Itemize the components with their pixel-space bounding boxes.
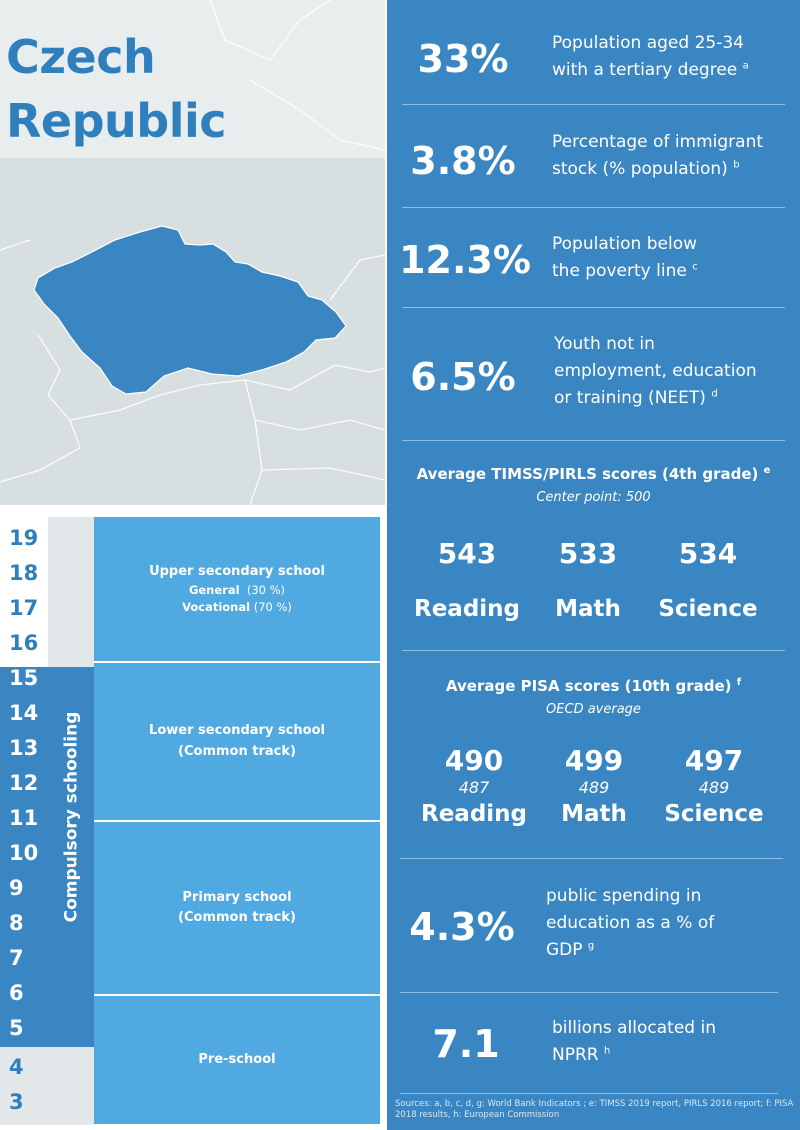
age-label: 11 [9,806,39,830]
age-label: 10 [9,841,39,865]
score-label: Science [658,596,758,622]
stat-description: Population aged 25-34 with a tertiary de… [552,33,749,81]
stat-description: public spending in education as a % of G… [546,886,715,961]
stat-value: 7.1 [432,1022,500,1066]
oecd-average: 489 [698,778,730,797]
age-label: 4 [9,1055,24,1079]
stat-description: Percentage of immigrant stock (% populat… [552,132,764,180]
age-label: 8 [9,911,24,935]
age-label: 6 [9,981,24,1005]
stat-value: 3.8% [410,139,516,183]
age-label: 19 [9,526,39,550]
oecd-average: 487 [458,778,490,797]
score-value: 490 [444,744,504,777]
score-label: Reading [420,801,527,827]
lower-secondary-name: Lower secondary school [149,723,325,739]
statistics-panel: 33% Population aged 25-34 with a tertiar… [387,0,800,1130]
score-label: Reading [413,596,520,622]
timss-heading: Average TIMSS/PIRLS scores (4th grade) e [416,465,771,483]
title-band [0,0,385,158]
age-label: 3 [9,1090,24,1114]
age-label: 7 [9,946,24,970]
pisa-score-reading: 490 487 Reading [414,747,534,826]
compulsory-column-preschool [48,1047,94,1125]
timss-score-reading: 543 Reading [407,540,527,621]
vocational-track: Vocational (70 %) [182,600,292,615]
age-label: 9 [9,876,24,900]
divider [402,104,785,105]
timss-score-math: 533 Math [528,540,648,621]
divider [402,440,785,441]
age-label: 13 [9,736,39,760]
score-value: 533 [558,537,618,570]
lower-secondary-block: Lower secondary school (Common track) [94,663,380,821]
general-track: General (30 %) [188,582,286,597]
age-label: 5 [9,1016,24,1040]
country-title-line2: Republic [6,94,227,148]
preschool-block: Pre-school [94,996,380,1125]
age-label: 16 [9,631,39,655]
divider [402,307,785,308]
lower-secondary-track: (Common track) [178,743,296,759]
divider [400,992,778,993]
age-label: 12 [9,771,39,795]
primary-school-track: (Common track) [178,910,296,925]
oecd-average: 489 [578,778,610,797]
timss-score-science: 534 Science [648,540,768,621]
compulsory-column [48,667,94,1047]
education-ladder: Compulsory schooling 19 18 17 16 15 14 1… [0,505,385,1130]
czech-republic-shape [33,225,347,395]
pisa-heading: Average PISA scores (10th grade) f [445,677,742,695]
upper-secondary-name: Upper secondary school [149,563,325,579]
sources-footnote: Sources: a, b, c, d, g: World Bank Indic… [395,1099,794,1121]
age-column-preschool [0,1047,48,1125]
stat-description: billions allocated in NPRR h [552,1018,716,1066]
divider [402,650,785,651]
age-label: 17 [9,596,39,620]
preschool-name: Pre-school [198,1051,276,1067]
country-map-area: Czech Republic [0,0,385,505]
age-column-compulsory [0,667,48,1047]
stat-description: Youth not in employment, education or tr… [554,334,757,409]
age-label: 15 [9,666,39,690]
stat-value: 6.5% [410,355,516,399]
compulsory-column-upper [48,517,94,667]
age-label: 14 [9,701,39,725]
upper-secondary-block: Upper secondary school General (30 %) Vo… [94,517,380,662]
country-title-line1: Czech [6,30,156,84]
divider [400,858,783,859]
country-map [0,0,385,505]
age-label: 18 [9,561,39,585]
age-column-upper [0,517,48,667]
stat-value: 12.3% [399,238,531,282]
divider [402,207,785,208]
primary-school-name: Primary school [182,889,292,905]
score-value: 497 [684,744,744,777]
score-label: Math [555,596,621,622]
timss-subheading: Center point: 500 [536,490,651,505]
compulsory-schooling-label: Compulsory schooling [61,711,82,923]
pisa-subheading: OECD average [546,702,641,717]
score-value: 543 [437,537,497,570]
divider [400,1093,778,1094]
primary-school-block: Primary school (Common track) [94,822,380,995]
stat-value: 4.3% [409,905,515,949]
score-value: 534 [678,537,738,570]
pisa-score-science: 497 489 Science [654,747,774,826]
stat-value: 33% [417,37,509,81]
stat-description: Population below the poverty line c [552,234,698,282]
pisa-score-math: 499 489 Math [534,747,654,826]
score-label: Science [664,801,764,827]
score-value: 499 [564,744,624,777]
score-label: Math [561,801,627,827]
